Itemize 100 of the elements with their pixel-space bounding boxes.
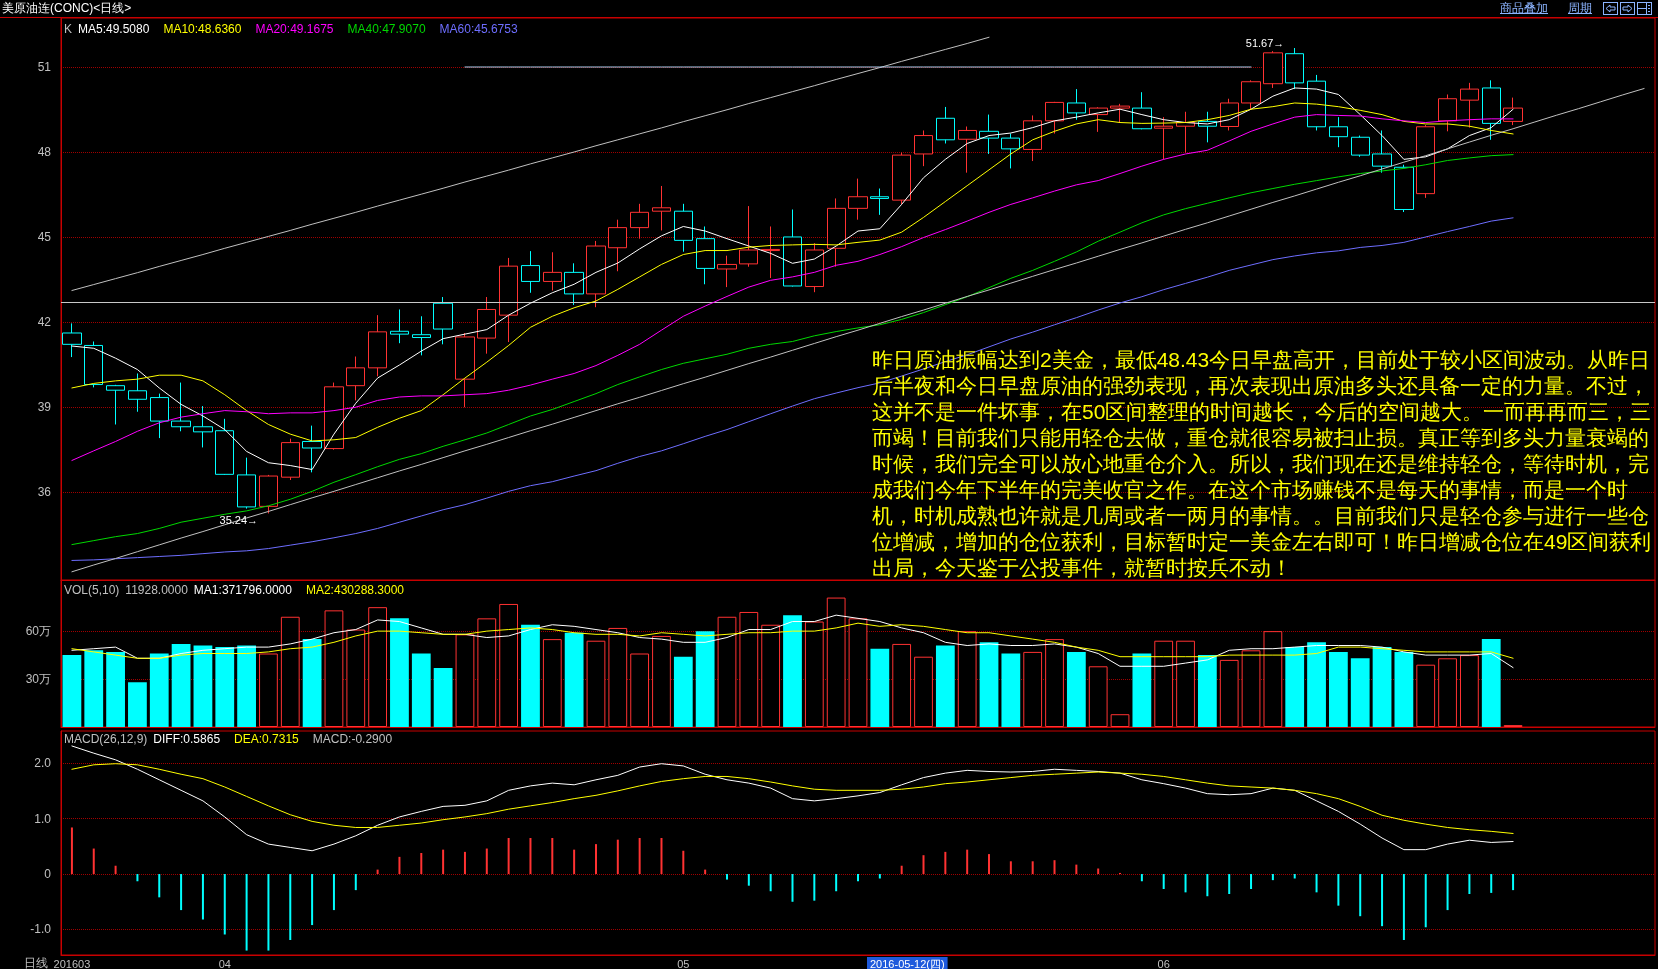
line-series (71, 614, 1514, 669)
candlestick (1394, 164, 1414, 213)
bar (1184, 874, 1187, 893)
bar (1009, 861, 1012, 875)
text: MA20:49.1675 (255, 22, 334, 36)
bar (551, 838, 554, 875)
bar (114, 865, 117, 875)
bar (573, 849, 576, 875)
bar (237, 645, 256, 727)
bar (1307, 642, 1326, 727)
candlestick (171, 382, 191, 432)
bar (857, 874, 859, 882)
bar (804, 621, 824, 727)
bar (594, 844, 597, 875)
candlestick (761, 225, 780, 279)
bar (660, 838, 663, 875)
bar (1140, 874, 1143, 882)
bar (267, 874, 270, 951)
line-series (71, 745, 1514, 852)
y-tick-label: 51 (37, 60, 52, 74)
bar (717, 616, 737, 727)
candlestick (783, 208, 802, 288)
y-tick-label: 1.0 (34, 811, 52, 826)
candlestick (128, 373, 147, 413)
bar (499, 603, 519, 727)
text: 周期 (1568, 1, 1592, 16)
candlestick (1438, 93, 1457, 132)
x-tick-label: 04 (218, 957, 231, 969)
candlestick (1067, 88, 1086, 121)
candlestick (564, 262, 584, 306)
y-tick-label: 48 (37, 144, 52, 159)
candlestick (652, 185, 671, 231)
candlestick (433, 296, 453, 345)
bar (1372, 647, 1392, 727)
bar (725, 874, 728, 880)
line-series (71, 763, 1514, 834)
y-tick-label: 0 (44, 867, 52, 882)
bar (180, 874, 183, 911)
y-tick-label: 39 (37, 399, 52, 414)
candlestick (805, 242, 824, 293)
bar (813, 874, 816, 901)
y-tick-label: 36 (37, 484, 52, 499)
bar (70, 827, 73, 875)
candlestick (1241, 79, 1261, 110)
text: DEA:0.7315 (234, 732, 300, 746)
candlestick (674, 203, 693, 253)
bar (747, 874, 750, 886)
y-tick-label: 42 (37, 314, 52, 329)
bar (1162, 874, 1165, 890)
bar (1481, 639, 1501, 727)
annotation: 11928.0000 (125, 583, 189, 597)
bar (136, 874, 139, 882)
bar (311, 874, 314, 926)
candlestick (1351, 135, 1370, 158)
bar (455, 634, 475, 727)
bar (368, 607, 388, 727)
y-tick-label: 45 (37, 229, 52, 244)
bar (1490, 874, 1493, 893)
text: MA10:48.6360 (163, 22, 242, 36)
bar (848, 618, 868, 727)
candlestick (586, 240, 606, 308)
y-tick-label: 2.0 (34, 756, 52, 771)
bar (1023, 651, 1043, 727)
candlestick (914, 129, 933, 167)
bar (673, 656, 693, 727)
bar (791, 874, 794, 902)
bar (433, 667, 453, 727)
bar (354, 874, 357, 891)
line-series (71, 622, 1514, 659)
bar (1446, 874, 1449, 911)
bar (769, 874, 772, 892)
candlestick (368, 314, 387, 377)
bar (1031, 861, 1034, 875)
bar (870, 648, 890, 727)
x-axis-title: 日线 (23, 956, 48, 969)
bar (280, 616, 300, 727)
candlestick (324, 382, 344, 451)
bar (332, 874, 335, 911)
y-tick-label: -1.0 (30, 922, 52, 937)
candlestick (827, 197, 846, 268)
bar (835, 874, 838, 892)
bar (957, 631, 977, 727)
bar (1512, 874, 1515, 891)
candlestick (543, 251, 562, 291)
text: MA2:430288.3000 (305, 583, 405, 597)
text: 商品叠加 (1500, 1, 1548, 16)
bar (1350, 658, 1370, 727)
bar (1402, 874, 1405, 941)
text: MA1:371796.0000 (193, 583, 293, 597)
candlestick (62, 322, 82, 358)
bar (695, 631, 715, 727)
candlestick (237, 457, 256, 510)
candlestick (390, 308, 409, 344)
bar (739, 611, 759, 727)
bar (892, 643, 912, 727)
bar (289, 874, 292, 941)
candlestick (259, 474, 278, 514)
candlestick (193, 405, 213, 448)
bar (1045, 639, 1064, 727)
bar (1132, 653, 1152, 727)
